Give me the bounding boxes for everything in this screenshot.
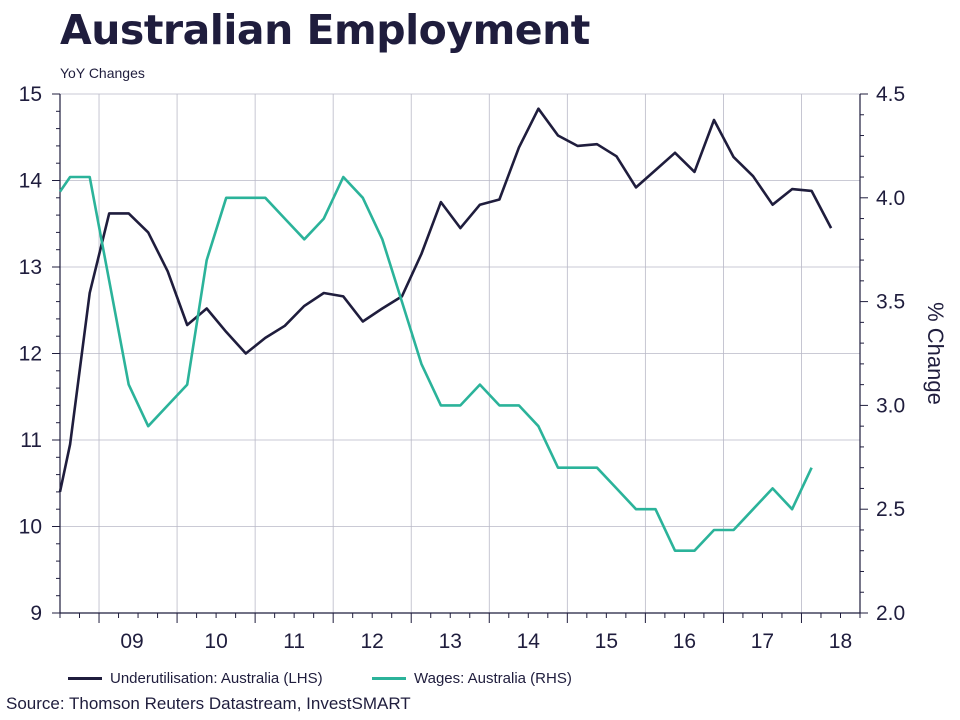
- right-tick-label: 3.5: [876, 291, 905, 314]
- legend-label-underutilisation: Underutilisation: Australia (LHS): [110, 670, 323, 687]
- series-line-underutilisation: [58, 107, 833, 493]
- series-line-wages: [58, 175, 813, 552]
- axes: [52, 93, 868, 623]
- chart-title: Australian Employment: [60, 6, 590, 54]
- left-tick-label: 15: [19, 83, 42, 106]
- x-tick-label: 13: [439, 630, 462, 653]
- left-tick-label: 13: [19, 256, 42, 279]
- source-note: Source: Thomson Reuters Datastream, Inve…: [6, 694, 411, 713]
- legend-item-wages: Wages: Australia (RHS): [372, 670, 572, 687]
- left-tick-label: 12: [19, 343, 42, 366]
- right-tick-label: 4.0: [876, 187, 905, 210]
- grid-lines: [60, 93, 860, 614]
- left-tick-label: 14: [19, 170, 43, 193]
- x-tick-label: 11: [283, 630, 305, 653]
- left-tick-label: 9: [30, 602, 42, 625]
- x-tick-label: 17: [751, 630, 774, 653]
- right-tick-label: 4.5: [876, 83, 905, 106]
- right-tick-label: 2.0: [876, 602, 905, 625]
- right-axis-title: % Change: [923, 302, 948, 405]
- legend-item-underutilisation: Underutilisation: Australia (LHS): [68, 670, 323, 687]
- right-tick-label: 3.0: [876, 394, 905, 417]
- left-tick-label: 10: [19, 516, 42, 539]
- x-tick-label: 10: [204, 630, 227, 653]
- series-lines: [58, 107, 833, 552]
- x-tick-label: 09: [120, 630, 143, 653]
- right-tick-label: 2.5: [876, 498, 905, 521]
- x-tick-label: 14: [517, 630, 541, 653]
- left-tick-label: 11: [20, 429, 42, 452]
- chart-subtitle: YoY Changes: [60, 65, 145, 81]
- x-tick-label: 18: [829, 630, 852, 653]
- legend-swatch-underutilisation: [68, 677, 102, 680]
- tick-labels: 15 14 13 12 11 10 9 4.5 4.0 3.5 3.0 2.5 2.0 09 10 11 12 1…: [19, 83, 948, 653]
- legend-label-wages: Wages: Australia (RHS): [414, 670, 572, 687]
- x-tick-label: 16: [673, 630, 696, 653]
- x-tick-label: 15: [595, 630, 618, 653]
- x-tick-label: 12: [361, 630, 384, 653]
- legend-swatch-wages: [372, 677, 406, 680]
